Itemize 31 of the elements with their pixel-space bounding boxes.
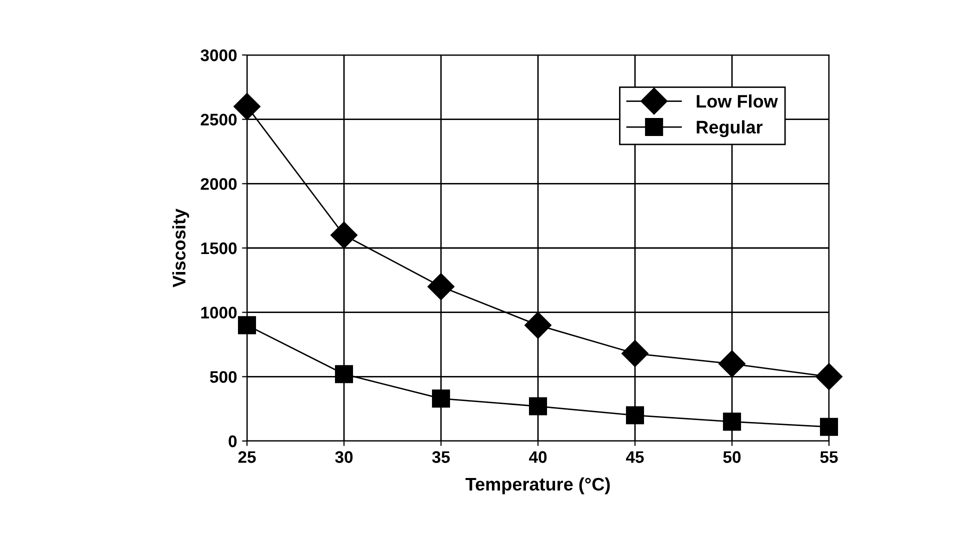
point: [622, 340, 648, 367]
y-tick-label: 0: [228, 435, 237, 448]
y-tick-label: 1500: [201, 242, 237, 254]
legend-label: Regular: [696, 120, 763, 138]
point: [528, 397, 548, 416]
y-axis-title: Viscosity: [172, 208, 190, 288]
point: [626, 406, 644, 424]
point: [816, 363, 842, 390]
y-tick-label: 2500: [200, 114, 237, 126]
point: [432, 390, 450, 408]
x-tick-label: 55: [820, 451, 838, 463]
y-tick-label: 2000: [200, 178, 237, 190]
y-tick-label: 1000: [201, 306, 237, 319]
x-tick-label: 40: [528, 451, 547, 463]
x-tick-label: 45: [626, 451, 644, 463]
point: [718, 350, 746, 378]
point: [334, 365, 354, 384]
x-axis-title: Temperature (°C): [466, 477, 610, 494]
point: [428, 273, 454, 300]
y-tick-label: 3000: [200, 49, 237, 62]
y-tick-label: 500: [210, 371, 237, 383]
point: [238, 316, 256, 334]
point: [722, 412, 742, 431]
point: [820, 418, 838, 436]
legend-label: Low Flow: [696, 94, 778, 108]
point: [330, 222, 358, 249]
x-tick-label: 50: [723, 451, 741, 463]
x-tick-label: 25: [238, 451, 256, 463]
point: [524, 312, 552, 339]
x-tick-label: 35: [432, 451, 450, 463]
x-tick-label: 30: [335, 451, 353, 463]
